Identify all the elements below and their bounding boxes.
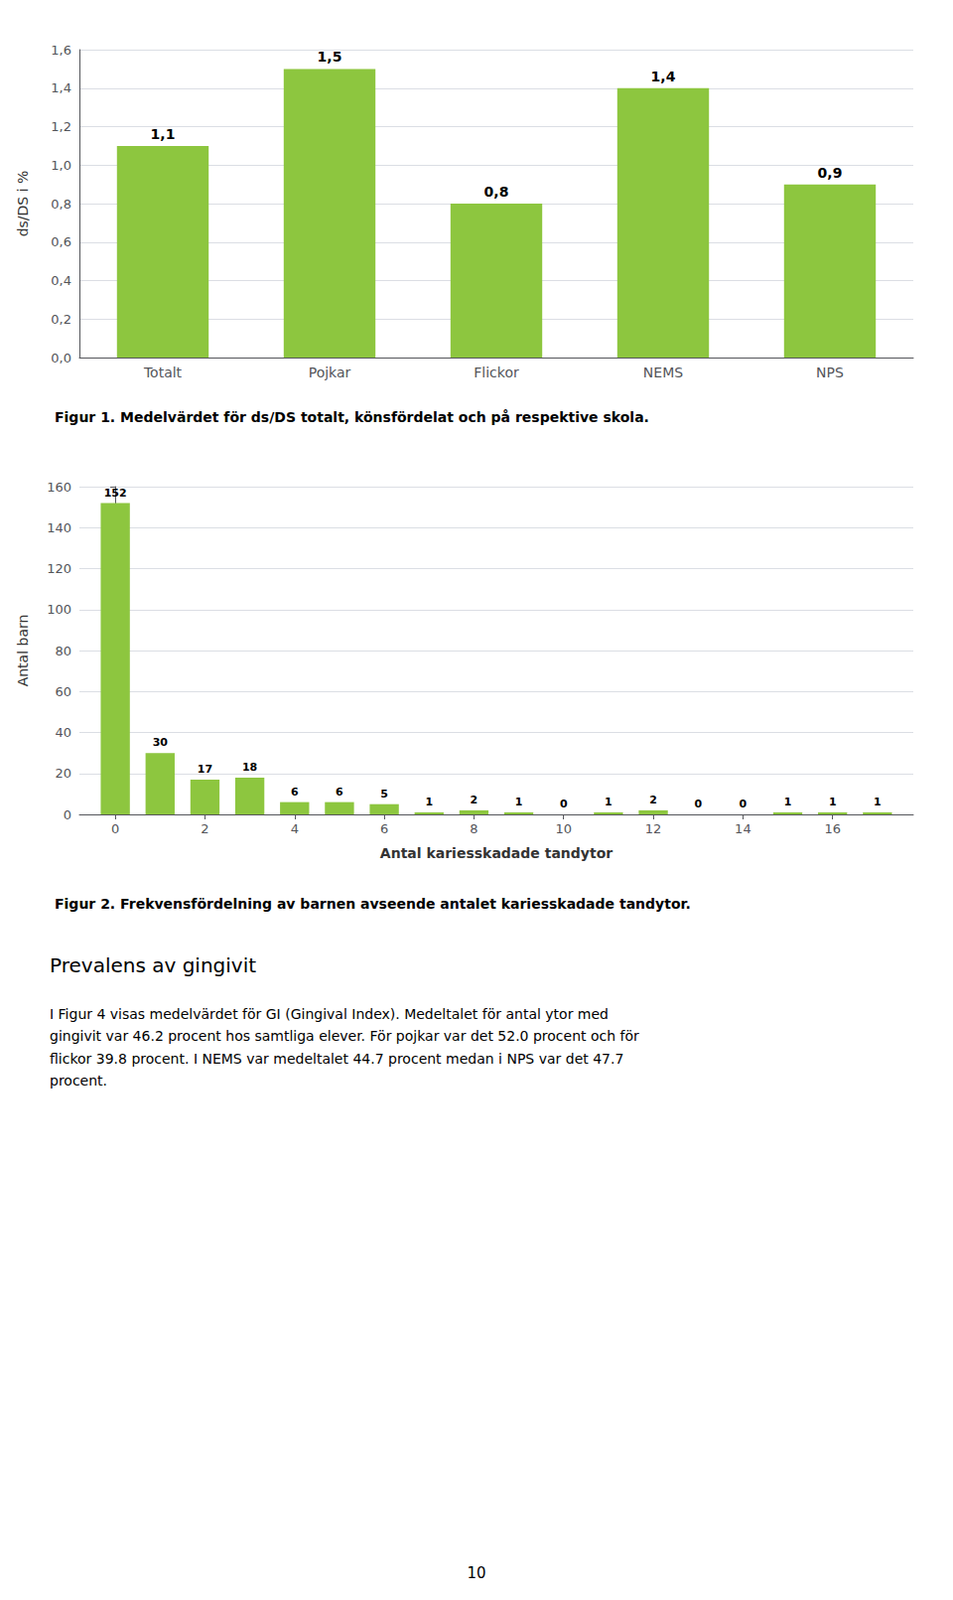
- svg-text:Figur 2. Frekvensfördelning av: Figur 2. Frekvensfördelning av barnen av…: [54, 895, 691, 912]
- svg-text:2: 2: [649, 793, 658, 807]
- svg-text:0: 0: [693, 797, 702, 811]
- svg-text:1,1: 1,1: [150, 126, 176, 142]
- svg-text:12: 12: [645, 820, 663, 836]
- svg-text:6: 6: [290, 785, 299, 799]
- svg-text:8: 8: [469, 820, 478, 836]
- svg-text:1: 1: [515, 795, 524, 809]
- svg-text:60: 60: [54, 683, 72, 699]
- svg-text:Antal kariesskadade tandytor: Antal kariesskadade tandytor: [380, 844, 613, 861]
- svg-text:1: 1: [604, 795, 613, 809]
- svg-text:30: 30: [152, 735, 169, 749]
- svg-text:Totalt: Totalt: [142, 364, 183, 381]
- svg-text:1: 1: [828, 795, 837, 809]
- svg-text:100: 100: [46, 601, 72, 617]
- svg-text:4: 4: [290, 820, 299, 836]
- svg-text:6: 6: [335, 785, 344, 799]
- svg-text:160: 160: [46, 479, 72, 495]
- svg-text:1,4: 1,4: [651, 68, 677, 85]
- svg-text:14: 14: [734, 820, 752, 836]
- svg-text:Figur 1. Medelvärdet för ds/DS: Figur 1. Medelvärdet för ds/DS totalt, k…: [54, 408, 650, 425]
- svg-text:1: 1: [873, 795, 882, 809]
- html-text:10: 10: [467, 1563, 486, 1582]
- html-text:I Figur 4 visas medelvärdet fö: I Figur 4 visas medelvärdet för GI (Ging…: [49, 1005, 640, 1089]
- svg-text:0,9: 0,9: [817, 164, 843, 181]
- svg-text:0,6: 0,6: [50, 234, 72, 250]
- svg-text:17: 17: [197, 762, 213, 776]
- svg-text:20: 20: [54, 765, 72, 781]
- svg-text:18: 18: [242, 760, 258, 774]
- svg-text:120: 120: [46, 560, 72, 576]
- svg-text:1,0: 1,0: [50, 157, 72, 173]
- svg-text:NEMS: NEMS: [643, 364, 683, 381]
- svg-text:1,4: 1,4: [50, 80, 72, 96]
- svg-text:Antal barn: Antal barn: [14, 614, 31, 687]
- svg-text:ds/DS i %: ds/DS i %: [14, 170, 31, 238]
- html-text:Prevalens av gingivit: Prevalens av gingivit: [49, 953, 257, 977]
- svg-text:Pojkar: Pojkar: [308, 364, 352, 381]
- svg-text:2: 2: [200, 820, 209, 836]
- svg-text:1,2: 1,2: [50, 119, 72, 135]
- svg-text:1: 1: [424, 795, 433, 809]
- svg-text:152: 152: [104, 486, 128, 500]
- svg-text:80: 80: [54, 643, 72, 659]
- svg-text:5: 5: [380, 787, 389, 801]
- svg-text:40: 40: [54, 724, 72, 740]
- svg-text:2: 2: [470, 793, 479, 807]
- svg-text:1,5: 1,5: [317, 48, 343, 65]
- svg-text:0,4: 0,4: [50, 272, 72, 288]
- svg-text:NPS: NPS: [816, 364, 844, 381]
- svg-text:1: 1: [784, 795, 793, 809]
- svg-text:0,0: 0,0: [50, 350, 72, 366]
- svg-text:16: 16: [823, 820, 841, 836]
- svg-text:0: 0: [559, 797, 568, 811]
- svg-text:0,8: 0,8: [484, 183, 510, 200]
- svg-text:1,6: 1,6: [50, 42, 72, 58]
- svg-text:0,8: 0,8: [50, 196, 72, 212]
- svg-text:140: 140: [46, 520, 72, 536]
- svg-text:10: 10: [554, 820, 572, 836]
- svg-text:Flickor: Flickor: [473, 364, 520, 381]
- svg-text:0,2: 0,2: [50, 311, 72, 327]
- svg-text:0: 0: [111, 820, 120, 836]
- svg-text:0: 0: [63, 807, 72, 822]
- svg-text:0: 0: [739, 797, 748, 811]
- svg-text:6: 6: [380, 820, 389, 836]
